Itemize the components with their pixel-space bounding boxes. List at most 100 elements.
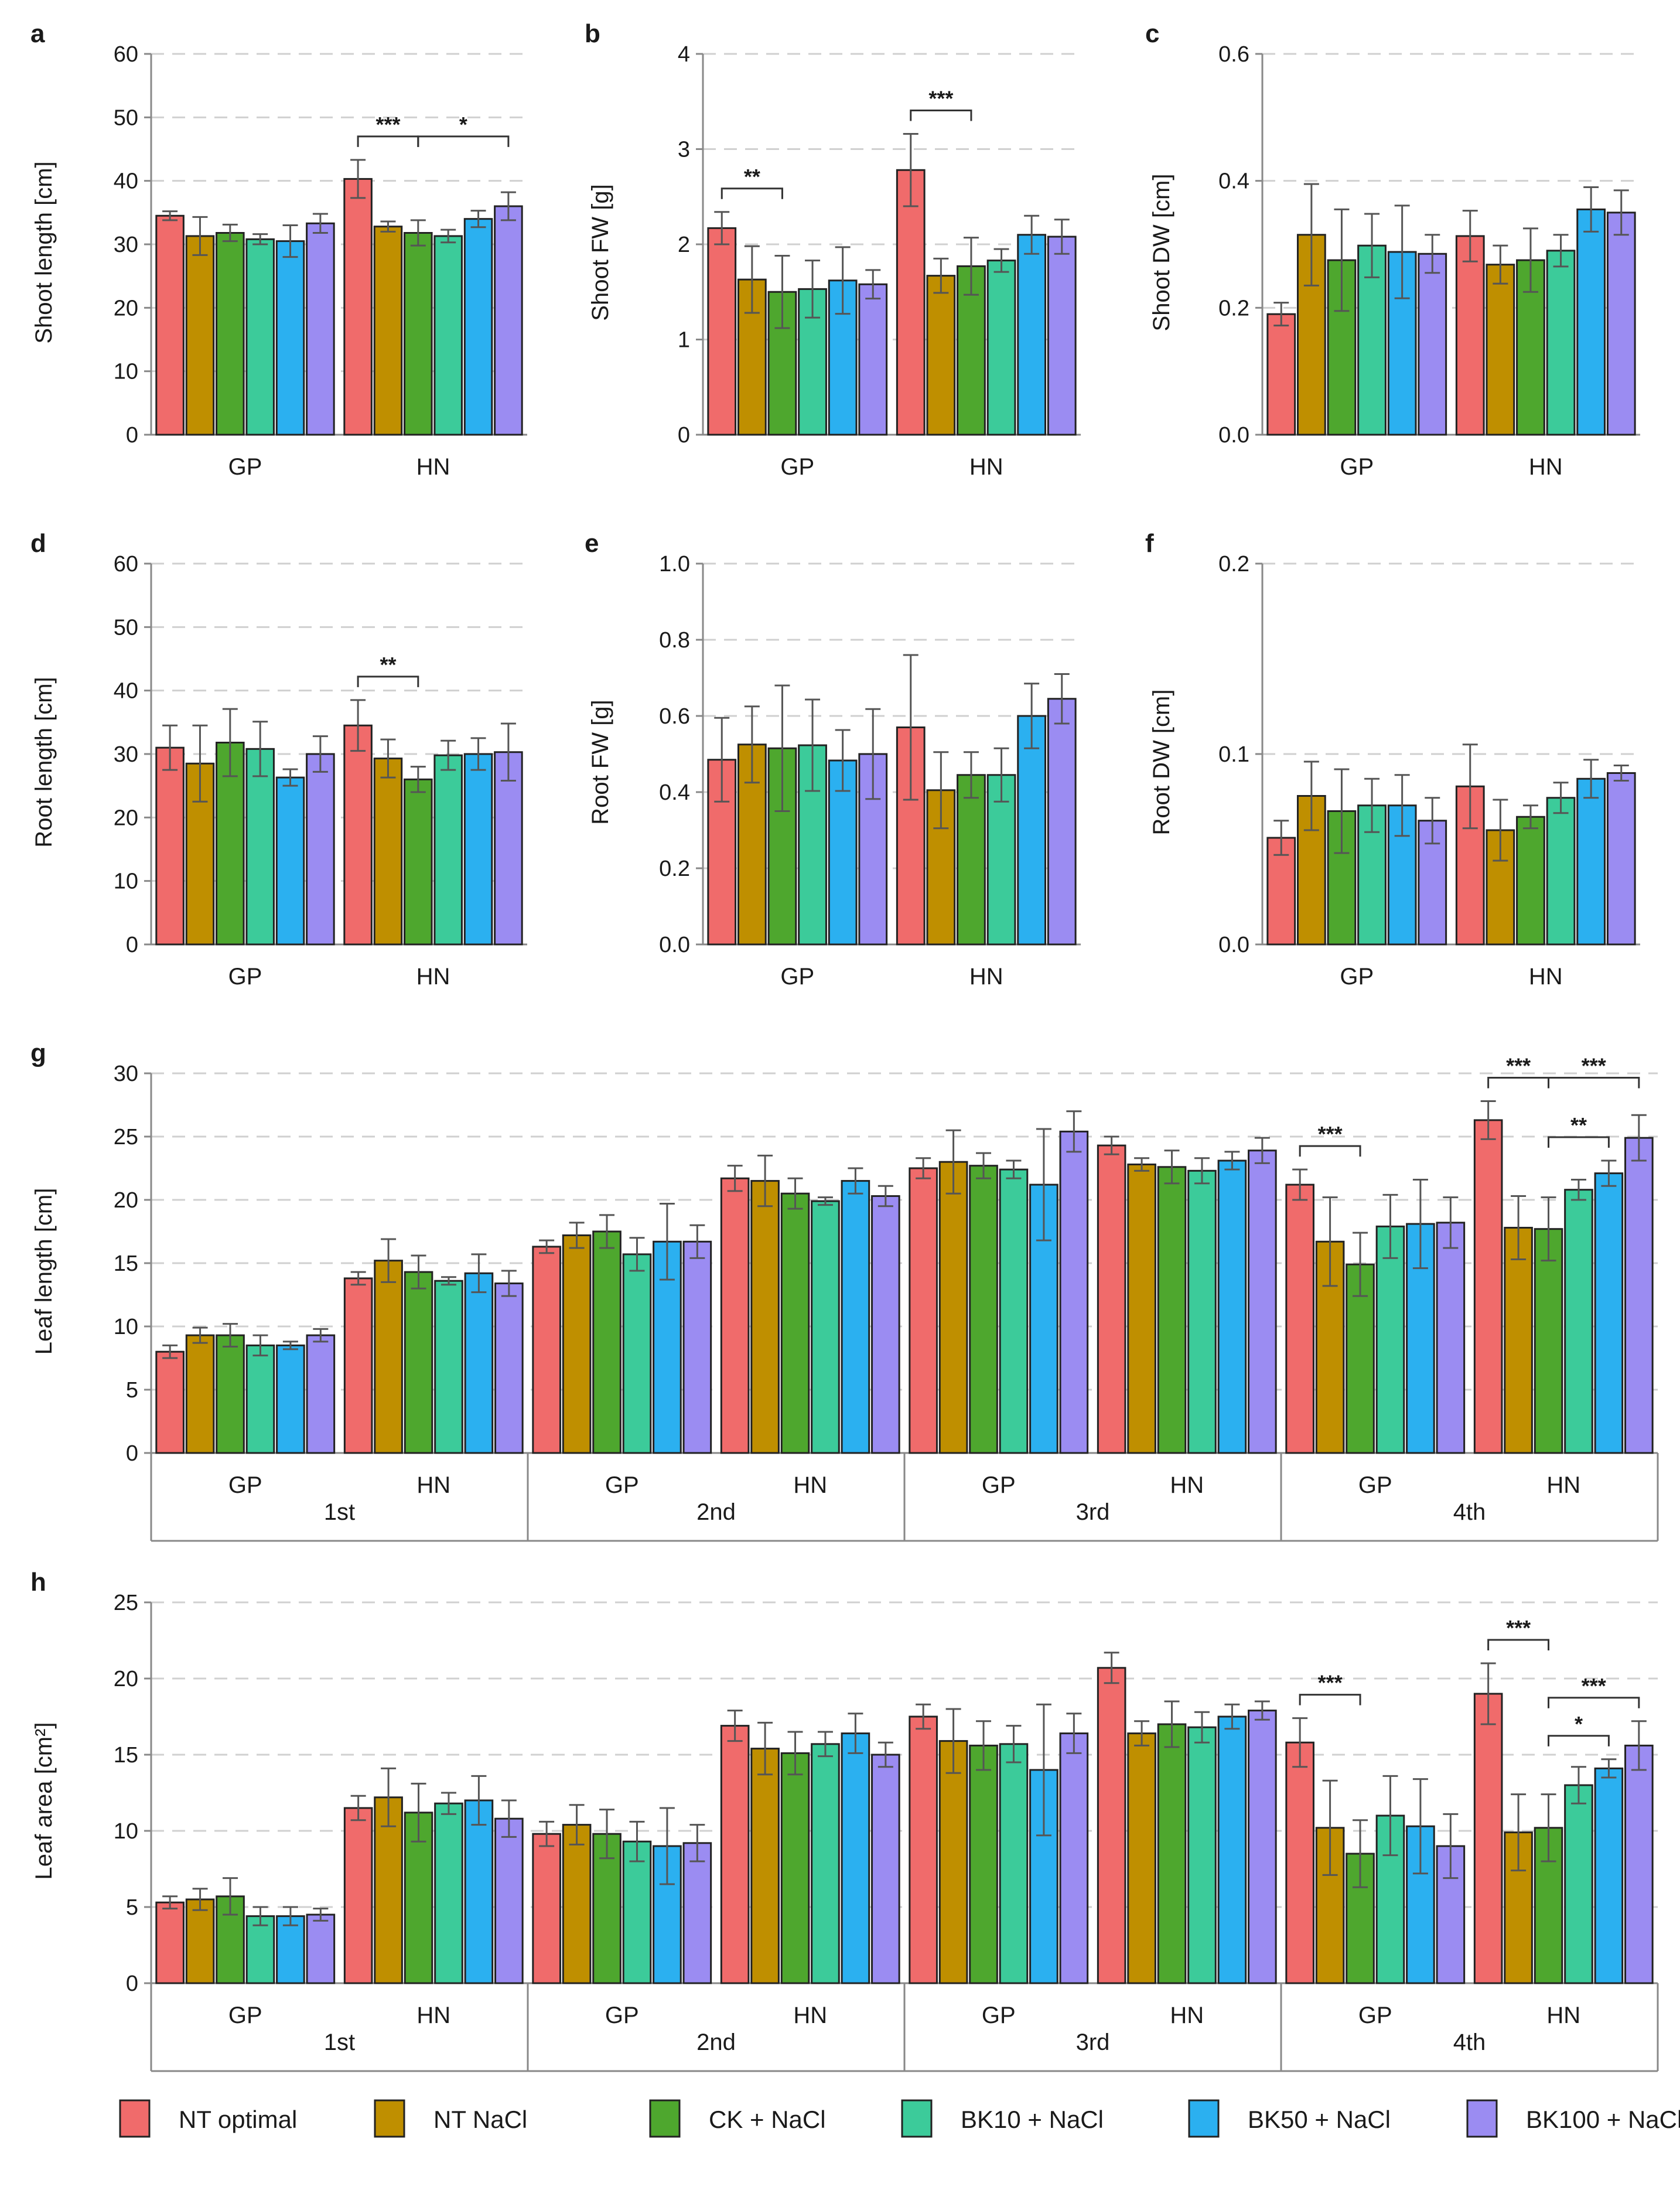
significance-label: *** bbox=[1318, 1122, 1343, 1146]
bar bbox=[276, 1915, 305, 1984]
bar bbox=[1285, 1183, 1314, 1454]
y-tick-label: 50 bbox=[114, 615, 138, 640]
significance-label: ** bbox=[744, 165, 760, 189]
bar bbox=[374, 1260, 403, 1454]
bar bbox=[1187, 1726, 1217, 1984]
y-tick-label: 0.2 bbox=[1218, 296, 1249, 320]
bar bbox=[434, 1280, 463, 1454]
panel-letter: e bbox=[585, 529, 599, 558]
bar bbox=[562, 1234, 592, 1454]
panel-g: g Leaf length [cm] 0 5 10 15 20 25 30 GP HN GP HN GP H… bbox=[30, 1039, 1659, 1542]
x-category-label: HN bbox=[416, 2003, 450, 2028]
y-tick-label: 2 bbox=[678, 233, 690, 257]
y-tick-label: 0.6 bbox=[1218, 42, 1249, 67]
y-tick-label: 60 bbox=[114, 42, 138, 67]
y-tick-label: 20 bbox=[114, 1188, 138, 1213]
bar bbox=[373, 226, 403, 436]
y-tick-label: 5 bbox=[126, 1895, 138, 1920]
bar bbox=[780, 1192, 810, 1454]
bar bbox=[1473, 1693, 1503, 1984]
x-category-label: GP bbox=[982, 2003, 1016, 2028]
bar bbox=[841, 1732, 870, 1984]
bar bbox=[155, 746, 185, 946]
y-tick-label: 30 bbox=[114, 233, 138, 257]
bar bbox=[306, 222, 335, 436]
y-tick-label: 30 bbox=[114, 742, 138, 767]
x-category-label: GP bbox=[1340, 964, 1374, 990]
legend: NT optimal NT NaCl CK + NaCl BK10 + NaCl BK5… bbox=[119, 2099, 1680, 2138]
bar bbox=[306, 1334, 336, 1454]
bar bbox=[306, 753, 335, 946]
significance-bracket bbox=[1299, 1145, 1361, 1157]
bar bbox=[245, 1915, 275, 1984]
bar bbox=[275, 240, 305, 436]
significance-label: *** bbox=[1506, 1616, 1531, 1640]
bar bbox=[720, 1177, 750, 1454]
y-tick-label: 1 bbox=[678, 328, 690, 353]
y-tick-label: 40 bbox=[114, 169, 138, 194]
leaf-label: 3rd bbox=[1076, 1499, 1110, 1525]
bar bbox=[463, 218, 493, 436]
panel-letter: b bbox=[585, 19, 600, 48]
significance-bracket bbox=[1487, 1077, 1550, 1089]
x-category-label: GP bbox=[605, 1472, 639, 1498]
bar bbox=[1187, 1169, 1217, 1454]
x-category-label: GP bbox=[228, 454, 262, 480]
bar bbox=[909, 1167, 938, 1454]
leaf-label: 4th bbox=[1453, 2029, 1486, 2055]
bar bbox=[1059, 1732, 1089, 1984]
bar bbox=[1504, 1227, 1533, 1454]
y-tick-label: 0.0 bbox=[1218, 933, 1249, 957]
legend-swatch bbox=[901, 2099, 933, 2138]
bar bbox=[216, 1334, 245, 1454]
y-tick-label: 10 bbox=[114, 1315, 138, 1339]
y-tick-label: 20 bbox=[114, 1667, 138, 1691]
bar bbox=[275, 776, 305, 946]
x-category-label: GP bbox=[780, 964, 814, 990]
bar bbox=[276, 1344, 305, 1454]
y-tick-label: 0.4 bbox=[1218, 169, 1249, 194]
bar bbox=[841, 1180, 870, 1454]
x-category-label: HN bbox=[1529, 964, 1563, 990]
x-category-label: GP bbox=[982, 1472, 1016, 1498]
bar bbox=[155, 214, 185, 436]
bar bbox=[1473, 1119, 1503, 1454]
bar bbox=[1436, 1222, 1466, 1454]
bar bbox=[343, 1807, 373, 1984]
legend-label: NT optimal bbox=[179, 2106, 297, 2133]
significance-label: ** bbox=[1570, 1113, 1587, 1137]
y-axis-label: Root DW [cm] bbox=[1149, 690, 1174, 835]
bar bbox=[155, 1901, 185, 1984]
bar bbox=[1248, 1710, 1277, 1984]
significance-bracket bbox=[1548, 1735, 1610, 1746]
y-tick-label: 15 bbox=[114, 1743, 138, 1768]
bar bbox=[926, 275, 956, 436]
bar bbox=[1546, 797, 1576, 946]
bar bbox=[494, 751, 523, 946]
significance-bracket bbox=[417, 135, 510, 147]
bar bbox=[1127, 1732, 1156, 1984]
significance-label: *** bbox=[1506, 1054, 1531, 1078]
bar bbox=[404, 778, 433, 946]
bar bbox=[720, 1725, 750, 1984]
bar bbox=[343, 724, 373, 946]
significance-label: *** bbox=[1318, 1671, 1343, 1695]
legend-swatch bbox=[1188, 2099, 1220, 2138]
legend-label: CK + NaCl bbox=[709, 2106, 826, 2133]
x-category-label: GP bbox=[1358, 1472, 1392, 1498]
y-axis-label: Leaf length [cm] bbox=[31, 1188, 57, 1355]
y-tick-label: 0.2 bbox=[1218, 552, 1249, 577]
bar bbox=[1455, 235, 1485, 436]
significance-bracket bbox=[1299, 1694, 1361, 1705]
bar bbox=[682, 1240, 712, 1454]
bar bbox=[969, 1165, 998, 1454]
x-category-label: HN bbox=[1546, 1472, 1580, 1498]
y-tick-label: 1.0 bbox=[659, 552, 690, 577]
panel-c: c Shoot DW [cm] 0.0 0.2 0.4 0.6 GP HN bbox=[1145, 19, 1640, 480]
bar bbox=[464, 1272, 494, 1454]
y-tick-label: 60 bbox=[114, 552, 138, 577]
bar bbox=[1576, 208, 1606, 436]
y-tick-label: 0.0 bbox=[1218, 423, 1249, 448]
